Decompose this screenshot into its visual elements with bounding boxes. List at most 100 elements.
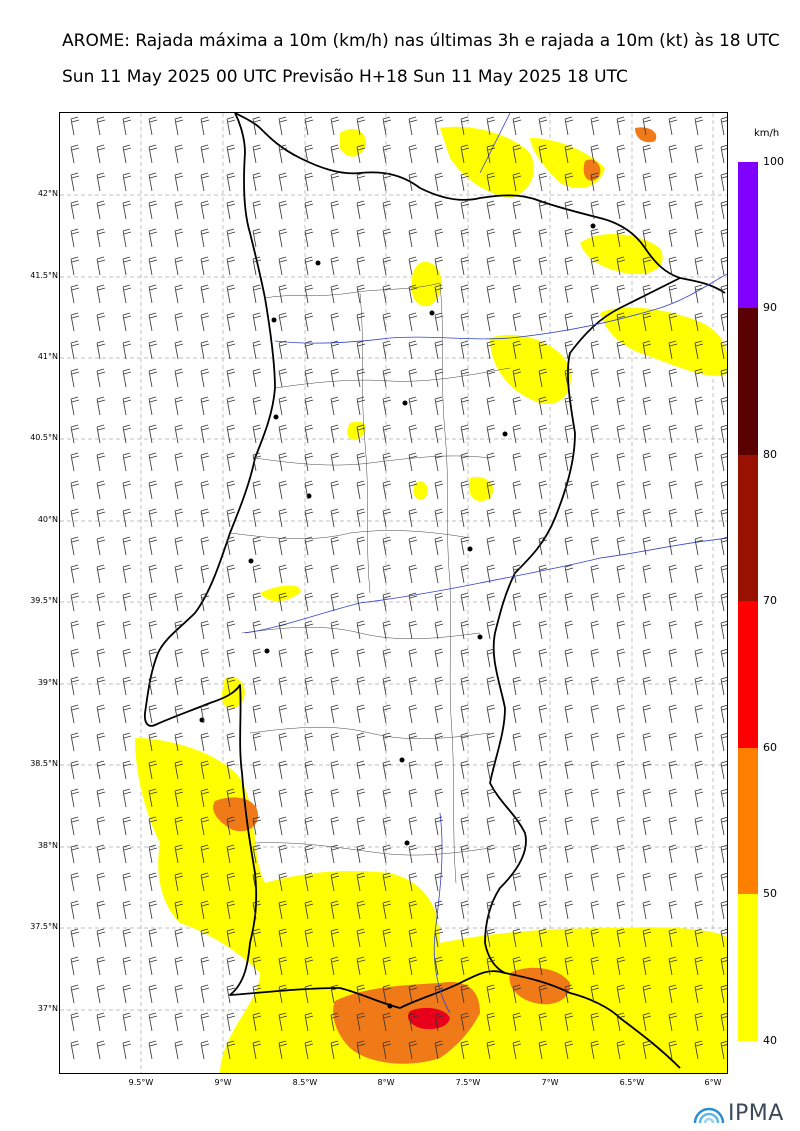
wind-barb	[538, 116, 548, 136]
wind-barb	[330, 340, 340, 360]
wind-barb	[252, 704, 262, 724]
wind-barb	[278, 172, 288, 192]
wind-barb	[642, 928, 652, 948]
colorbar-segment-40-50	[738, 894, 758, 1041]
wind-barb	[590, 928, 600, 948]
logo-text: IPMA	[728, 1101, 784, 1126]
wind-barb	[460, 984, 470, 1004]
wind-barb	[148, 592, 158, 612]
wind-barb	[512, 144, 522, 164]
wind-barb	[96, 564, 106, 584]
wind-barb	[408, 872, 418, 892]
wind-barb	[304, 760, 314, 780]
ipma-arc-icon	[693, 1107, 725, 1123]
wind-barb	[408, 900, 418, 920]
wind-barb	[148, 340, 158, 360]
wind-barb	[668, 312, 678, 332]
wind-barb	[486, 256, 496, 276]
wind-barb	[408, 368, 418, 388]
wind-barb	[200, 676, 210, 696]
wind-barb	[590, 564, 600, 584]
wind-barb	[122, 228, 132, 248]
wind-barb	[148, 1040, 158, 1060]
wind-barb	[226, 872, 236, 892]
wind-barb	[278, 648, 288, 668]
wind-barb	[642, 368, 652, 388]
wind-barb	[408, 1040, 418, 1060]
wind-barb	[278, 452, 288, 472]
wind-barb	[278, 872, 288, 892]
wind-barb	[642, 116, 652, 136]
wind-barb	[512, 1040, 522, 1060]
wind-barb	[356, 1040, 366, 1060]
wind-barb	[278, 620, 288, 640]
wind-barb	[408, 620, 418, 640]
wind-barb	[174, 844, 184, 864]
wind-barb	[356, 676, 366, 696]
wind-barb	[174, 760, 184, 780]
wind-barb	[694, 844, 704, 864]
wind-barb	[512, 816, 522, 836]
wind-barb	[96, 620, 106, 640]
wind-barb	[122, 1012, 132, 1032]
wind-barb	[122, 844, 132, 864]
wind-barb	[226, 900, 236, 920]
wind-barb	[356, 956, 366, 976]
wind-barb	[122, 592, 132, 612]
wind-barb	[96, 396, 106, 416]
wind-barb	[408, 760, 418, 780]
wind-barb	[330, 396, 340, 416]
wind-barb	[512, 200, 522, 220]
wind-barb	[174, 928, 184, 948]
wind-barb	[434, 144, 444, 164]
wind-barb	[486, 816, 496, 836]
wind-barb	[304, 872, 314, 892]
wind-barb	[382, 228, 392, 248]
wind-barb	[382, 536, 392, 556]
wind-barb	[148, 424, 158, 444]
wind-barb	[304, 984, 314, 1004]
lat-label: 41°N	[37, 352, 58, 361]
wind-barb	[174, 648, 184, 668]
wind-barb	[720, 256, 727, 276]
wind-barb	[96, 508, 106, 528]
wind-barb	[434, 1012, 444, 1032]
wind-barb	[226, 536, 236, 556]
wind-barb	[538, 760, 548, 780]
wind-barb	[642, 144, 652, 164]
wind-barb	[96, 844, 106, 864]
wind-barb	[512, 284, 522, 304]
wind-barb	[408, 956, 418, 976]
wind-barb	[590, 1012, 600, 1032]
wind-barb	[122, 564, 132, 584]
wind-barb	[538, 480, 548, 500]
wind-barb	[538, 620, 548, 640]
wind-barb	[148, 928, 158, 948]
wind-barb	[226, 1012, 236, 1032]
wind-barb	[356, 900, 366, 920]
wind-barb	[720, 844, 727, 864]
wind-barb	[122, 116, 132, 136]
wind-barb	[512, 116, 522, 136]
wind-barb	[564, 536, 574, 556]
lat-label: 38.5°N	[30, 759, 58, 768]
wind-barb	[278, 1040, 288, 1060]
wind-barb	[226, 984, 236, 1004]
wind-barb	[226, 144, 236, 164]
wind-barb	[408, 984, 418, 1004]
wind-barb	[460, 844, 470, 864]
wind-barb	[96, 256, 106, 276]
wind-barb	[434, 536, 444, 556]
lon-label: 6.5°W	[619, 1078, 645, 1087]
wind-barb	[668, 788, 678, 808]
wind-barb	[304, 172, 314, 192]
wind-barb	[200, 116, 210, 136]
wind-barb	[278, 1012, 288, 1032]
wind-barb	[200, 452, 210, 472]
wind-barb	[642, 452, 652, 472]
wind-barb	[226, 396, 236, 416]
wind-barb	[252, 452, 262, 472]
wind-barb	[486, 620, 496, 640]
wind-barb	[70, 1012, 80, 1032]
wind-barb	[460, 760, 470, 780]
